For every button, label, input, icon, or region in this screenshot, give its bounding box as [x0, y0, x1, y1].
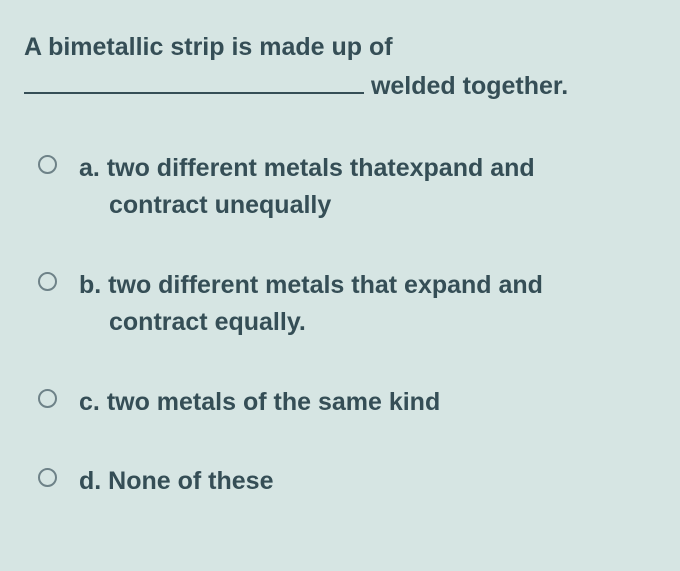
options-group: a. two different metals thatexpand and c… — [24, 150, 656, 501]
option-b-text: b. two different metals that expand and … — [79, 267, 543, 342]
option-a[interactable]: a. two different metals thatexpand and c… — [38, 150, 656, 225]
option-c[interactable]: c. two metals of the same kind — [38, 384, 656, 422]
radio-c[interactable] — [38, 389, 57, 408]
option-b[interactable]: b. two different metals that expand and … — [38, 267, 656, 342]
option-a-letter: a. — [79, 154, 100, 182]
option-d-letter: d. — [79, 467, 101, 495]
option-a-line2: contract unequally — [79, 187, 535, 225]
question-line2: welded together. — [364, 72, 568, 100]
option-c-letter: c. — [79, 388, 100, 416]
radio-d[interactable] — [38, 468, 57, 487]
question-line1: A bimetallic strip is made up of — [24, 33, 393, 61]
option-b-line2: contract equally. — [79, 304, 543, 342]
radio-b[interactable] — [38, 272, 57, 291]
option-d-line1: None of these — [108, 467, 273, 495]
option-b-letter: b. — [79, 271, 101, 299]
option-d-text: d. None of these — [79, 463, 273, 501]
option-a-text: a. two different metals thatexpand and c… — [79, 150, 535, 225]
fill-blank — [24, 71, 364, 94]
question-stem: A bimetallic strip is made up of welded … — [24, 28, 656, 106]
option-a-line1: two different metals thatexpand and — [107, 154, 535, 182]
option-d[interactable]: d. None of these — [38, 463, 656, 501]
option-b-line1: two different metals that expand and — [108, 271, 543, 299]
radio-a[interactable] — [38, 155, 57, 174]
option-c-line1: two metals of the same kind — [107, 388, 440, 416]
option-c-text: c. two metals of the same kind — [79, 384, 440, 422]
